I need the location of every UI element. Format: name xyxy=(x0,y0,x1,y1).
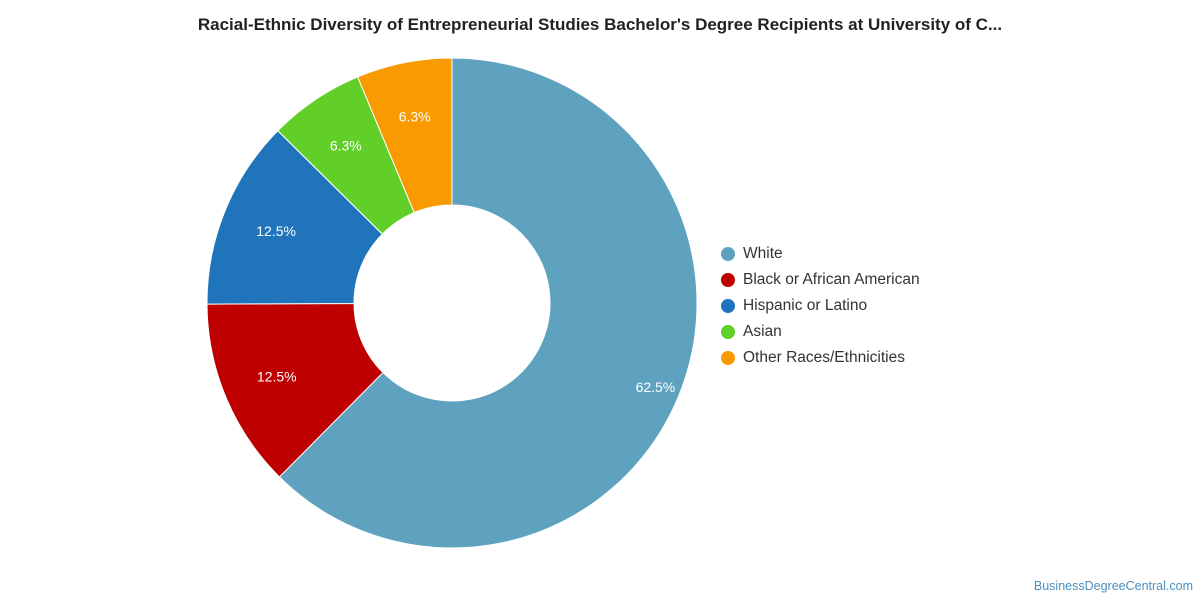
chart-title: Racial-Ethnic Diversity of Entrepreneuri… xyxy=(197,15,1003,34)
slice-label-black-or-african-american: 12.5% xyxy=(257,368,297,384)
legend-label: White xyxy=(743,245,783,262)
legend-swatch-icon xyxy=(721,299,735,313)
legend-item-white[interactable]: White xyxy=(721,241,920,267)
slice-label-white: 62.5% xyxy=(636,379,676,395)
legend-swatch-icon xyxy=(721,325,735,339)
legend-label: Other Races/Ethnicities xyxy=(743,349,905,366)
legend-item-black-or-african-american[interactable]: Black or African American xyxy=(721,267,920,293)
legend-label: Hispanic or Latino xyxy=(743,297,868,314)
slice-label-hispanic-or-latino: 12.5% xyxy=(256,223,296,239)
legend-label: Asian xyxy=(743,323,782,340)
slice-other-races-ethnicities[interactable] xyxy=(356,57,453,214)
chart-legend: White Black or African American Hispanic o… xyxy=(721,241,920,371)
legend-swatch-icon xyxy=(721,351,735,365)
slice-hispanic-or-latino[interactable] xyxy=(206,130,384,305)
source-watermark[interactable]: BusinessDegreeCentral.com xyxy=(1033,579,1193,593)
slice-label-asian: 6.3% xyxy=(330,137,362,153)
slice-label-other-races-ethnicities: 6.3% xyxy=(399,109,431,125)
legend-item-asian[interactable]: Asian xyxy=(721,319,920,345)
slice-white[interactable] xyxy=(278,57,698,549)
legend-item-other-races-ethnicities[interactable]: Other Races/Ethnicities xyxy=(721,345,920,371)
legend-item-hispanic-or-latino[interactable]: Hispanic or Latino xyxy=(721,293,920,319)
slice-black-or-african-american[interactable] xyxy=(206,302,384,478)
legend-swatch-icon xyxy=(721,247,735,261)
legend-swatch-icon xyxy=(721,273,735,287)
legend-label: Black or African American xyxy=(743,271,920,288)
